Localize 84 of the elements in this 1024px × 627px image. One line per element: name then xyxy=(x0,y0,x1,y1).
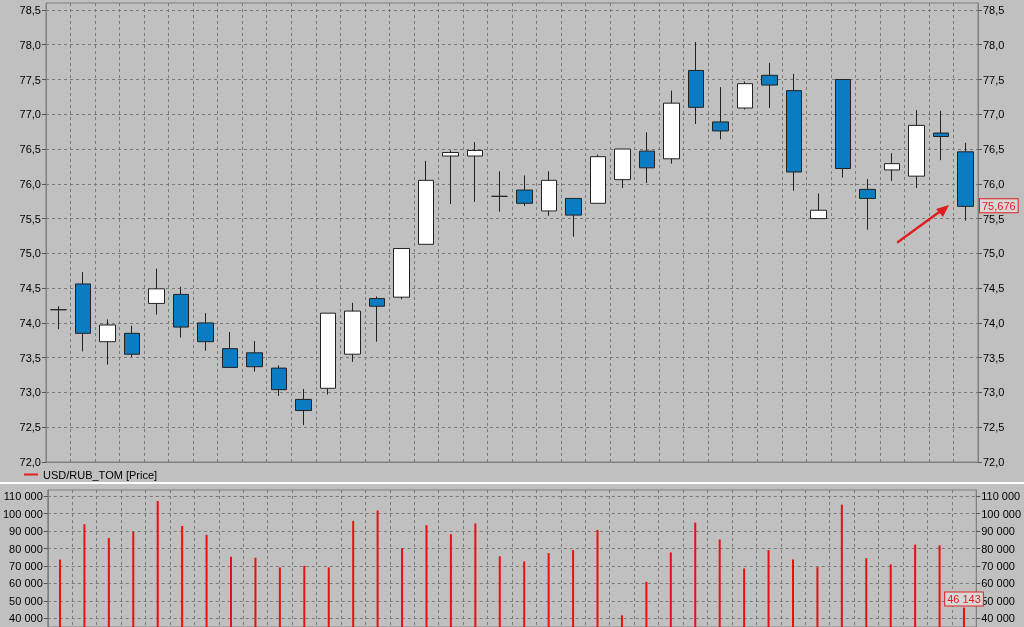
candlestick xyxy=(442,149,459,205)
y2-tick-label: 74,0 xyxy=(983,316,1005,329)
candlestick xyxy=(884,152,900,182)
candlestick xyxy=(418,160,434,245)
candlestick xyxy=(271,364,287,397)
candlestick xyxy=(541,170,557,217)
y2-tick-label: 76,0 xyxy=(983,177,1005,190)
candlestick xyxy=(786,73,802,192)
y2-tick-label: 78,0 xyxy=(983,38,1005,51)
y2-tick-label: 73,5 xyxy=(983,351,1005,364)
y2-tick-label: 100 000 xyxy=(981,507,1021,520)
y2-tick-label: 72,0 xyxy=(983,456,1005,468)
y-tick-label: 100 000 xyxy=(3,507,43,520)
y2-tick-label: 70 000 xyxy=(981,559,1015,572)
y2-tick-label: 72,5 xyxy=(983,421,1005,434)
candlestick xyxy=(688,41,704,125)
y-tick-label: 73,5 xyxy=(19,351,41,364)
y-tick-label: 40 000 xyxy=(9,612,43,625)
candlestick xyxy=(933,110,949,161)
candlestick xyxy=(737,81,753,110)
candlestick xyxy=(467,141,483,203)
y2-tick-label: 76,5 xyxy=(983,143,1005,156)
y2-tick-label: 73,0 xyxy=(983,386,1005,399)
y-tick-label: 74,0 xyxy=(19,316,41,329)
annotation: 75,676 xyxy=(982,199,1016,212)
y-tick-label: 76,0 xyxy=(19,177,41,190)
y-tick-label: 75,0 xyxy=(19,247,41,260)
candlestick xyxy=(124,325,140,358)
y-tick-label: 75,5 xyxy=(19,212,41,225)
y-tick-label: 70 000 xyxy=(9,559,43,572)
candlestick xyxy=(344,302,361,363)
candlestick xyxy=(859,178,876,231)
text: USD/RUB_TOM [Price] xyxy=(43,468,158,481)
candlestick xyxy=(222,331,238,368)
candlestick xyxy=(295,388,312,426)
y-tick-label: 110 000 xyxy=(3,490,43,503)
y-tick-label: 77,0 xyxy=(19,108,41,121)
y2-tick-label: 60 000 xyxy=(981,577,1015,590)
candlestick xyxy=(320,312,336,396)
y2-tick-label: 74,5 xyxy=(983,282,1005,295)
candlestick xyxy=(516,174,533,207)
candlestick xyxy=(197,312,214,352)
y2-tick-label: 78,5 xyxy=(983,3,1005,16)
y-tick-label: 76,5 xyxy=(19,143,41,156)
candlestick xyxy=(75,271,91,352)
y-tick-label: 60 000 xyxy=(9,577,43,590)
y-tick-label: 72,0 xyxy=(19,456,41,468)
candlestick xyxy=(590,154,606,204)
y-tick-label: 78,0 xyxy=(19,38,41,51)
y-tick-label: 73,0 xyxy=(19,386,41,399)
candlestick xyxy=(173,286,189,339)
candlestick xyxy=(50,305,67,330)
y2-tick-label: 77,5 xyxy=(983,73,1005,86)
candlestick xyxy=(393,248,410,300)
candlestick xyxy=(491,170,508,213)
y2-tick-label: 75,0 xyxy=(983,247,1005,260)
candlestick xyxy=(957,142,974,222)
y-tick-label: 72,5 xyxy=(19,421,41,434)
candlestick xyxy=(99,318,116,366)
candlestick xyxy=(663,90,680,165)
y-tick-label: 80 000 xyxy=(9,542,43,555)
y-tick-label: 78,5 xyxy=(19,3,41,16)
candlestick xyxy=(565,197,582,238)
y2-tick-label: 90 000 xyxy=(981,525,1015,538)
y-tick-label: 50 000 xyxy=(9,594,43,607)
y-tick-label: 74,5 xyxy=(19,282,41,295)
candlestick xyxy=(712,86,729,140)
candlestick xyxy=(639,131,655,184)
candlestick xyxy=(835,79,851,179)
y-tick-label: 77,5 xyxy=(19,73,41,86)
candlestick xyxy=(810,193,827,220)
candlestick xyxy=(369,295,385,343)
candlestick xyxy=(614,148,631,189)
y2-tick-label: 40 000 xyxy=(981,612,1015,625)
y2-tick-label: 77,0 xyxy=(983,108,1005,121)
candlestick xyxy=(761,62,778,109)
candlestick xyxy=(148,268,165,316)
candlestick xyxy=(246,340,263,373)
y-tick-label: 90 000 xyxy=(9,525,43,538)
y2-tick-label: 80 000 xyxy=(981,542,1015,555)
data-label: 46 143 xyxy=(947,593,981,606)
y2-tick-label: 110 000 xyxy=(981,490,1021,503)
candlestick xyxy=(908,109,925,189)
y2-tick-label: 75,5 xyxy=(983,212,1005,225)
